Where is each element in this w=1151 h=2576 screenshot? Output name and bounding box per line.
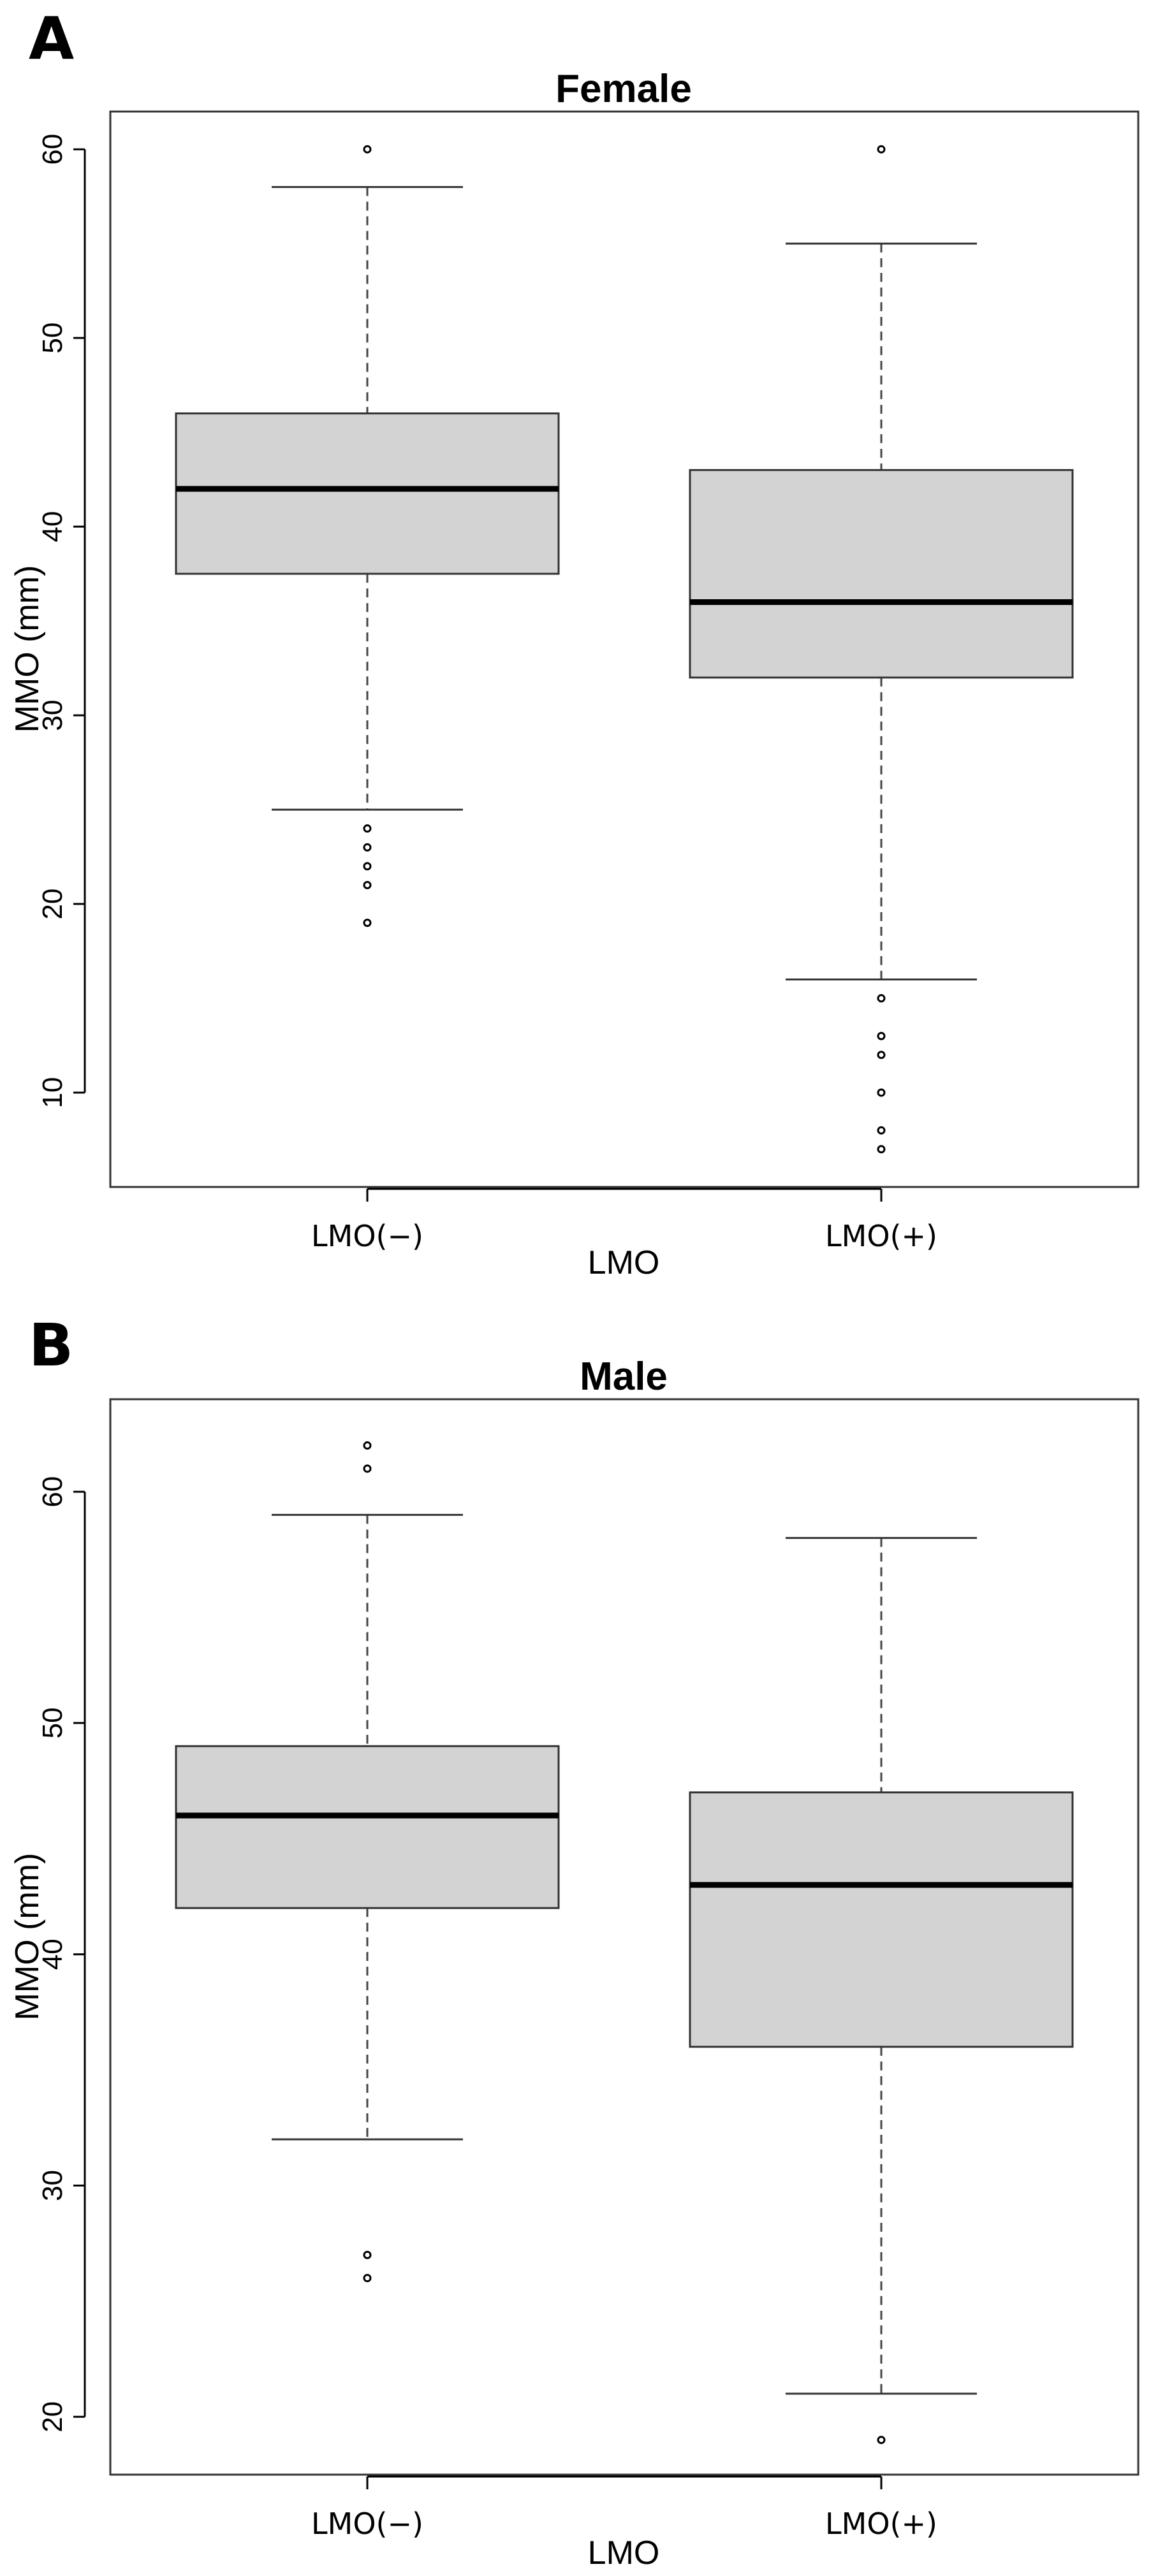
panel-letter-a: A [29,4,74,73]
outlier-point [363,919,372,928]
panel-letter-b: B [29,1311,73,1379]
outlier-point [877,1126,886,1135]
outlier-point [877,1051,886,1059]
x-axis-male: LMO(−) LMO(+) [311,2475,937,2541]
plot-frame-male [109,1398,1140,2476]
outlier-point [877,1145,886,1154]
y-tick-label: 20 [37,2401,68,2433]
x-tick-label: LMO(−) [311,1219,423,1253]
outlier-point [877,1088,886,1097]
y-tick-label: 30 [37,700,68,731]
chart-title-female: Female [555,67,692,111]
chart-title-male: Male [580,1355,668,1399]
x-axis-label-male: LMO [588,2535,660,2572]
y-tick-label: 60 [37,1476,68,1508]
outlier-point [363,862,372,871]
y-tick-label: 60 [37,134,68,165]
y-axis-label-female: MMO (mm) [9,565,46,733]
y-tick-label: 20 [37,889,68,920]
female-boxplot-panel: Female 10 20 30 40 50 60 LMO(−) LMO(+) MMO (mm… [9,67,1140,1281]
y-tick-label: 40 [37,511,68,542]
plot-frame-female [109,110,1140,1188]
y-tick-label: 40 [37,1939,68,1970]
outlier-point [363,1464,372,1473]
iqr-box [175,1745,560,1909]
y-axis-male: 20 30 40 50 60 [37,1476,86,2433]
outlier-point [363,1441,372,1450]
male-boxplot-panel: Male 20 30 40 50 60 LMO(−) LMO(+) MMO (mm) LM… [9,1355,1140,2572]
y-axis-female: 10 20 30 40 50 60 [37,134,86,1109]
outlier-point [363,824,372,833]
outlier-point [363,2274,372,2283]
outlier-point [877,145,886,154]
outlier-point [877,2436,886,2445]
outlier-point [363,843,372,852]
x-tick-label: LMO(−) [311,2507,423,2541]
y-tick-label: 30 [37,2170,68,2201]
y-tick-label: 10 [37,1077,68,1109]
x-tick-label: LMO(+) [825,1219,937,1253]
y-axis-label-male: MMO (mm) [9,1853,46,2021]
outlier-point [363,145,372,154]
x-tick-label: LMO(+) [825,2507,937,2541]
iqr-box [689,469,1074,679]
x-axis-female: LMO(−) LMO(+) [311,1188,937,1253]
iqr-box [175,412,560,575]
outlier-point [363,2250,372,2259]
x-axis-label-female: LMO [588,1244,660,1281]
y-tick-label: 50 [37,1707,68,1738]
outlier-point [877,994,886,1003]
outlier-point [877,1031,886,1040]
iqr-box [689,1791,1074,2048]
outlier-point [363,880,372,889]
y-tick-label: 50 [37,323,68,354]
